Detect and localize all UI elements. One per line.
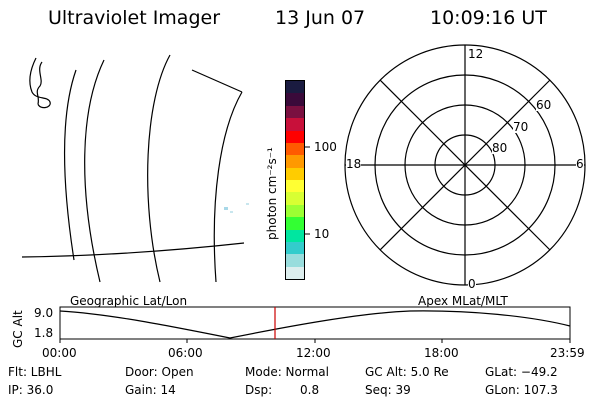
colorbar-band [286, 254, 304, 267]
instrument-title: Ultraviolet Imager [48, 7, 221, 29]
colorbar-band [286, 167, 304, 180]
polar-diagonal [379, 79, 551, 251]
colorbar-band [286, 81, 304, 94]
colorbar-band [286, 180, 304, 193]
aurora-speck [224, 207, 228, 210]
colorbar-band [286, 105, 304, 119]
colorbar-band [286, 241, 304, 255]
aurora-speck [246, 203, 249, 205]
timeline-x-tick: 00:00 [42, 346, 77, 360]
colorbar-band [286, 130, 304, 143]
filter-status: Flt: LBHL [8, 365, 62, 379]
colorbar-band [286, 93, 304, 106]
timeline-x-tick: 12:00 [296, 346, 331, 360]
meridian-line [84, 59, 105, 283]
seq-status: Seq: 39 [365, 383, 411, 397]
timeline-left-label: Geographic Lat/Lon [70, 294, 188, 308]
mode-status: Mode: Normal [245, 365, 329, 379]
timeline-frame [59, 306, 571, 340]
meridian-line [213, 91, 243, 283]
meridian-line [63, 69, 77, 261]
gain-status: Gain: 14 [125, 383, 176, 397]
dsp-label: Dsp: [245, 383, 273, 397]
time-label: 10:09:16 UT [430, 7, 547, 29]
colorbar-band [286, 155, 304, 168]
coastline [29, 57, 51, 109]
timeline-y-tick: 1.8 [34, 326, 54, 340]
colorbar [285, 80, 305, 280]
colorbar-bands [286, 81, 304, 279]
colorbar-band [286, 204, 304, 218]
timeline-x-tick: 18:00 [424, 346, 459, 360]
aurora-speck [230, 211, 233, 213]
mlat-label-60: 60 [536, 98, 552, 112]
timeline-x-tick: 23:59 [550, 346, 585, 360]
timeline-x-tick: 06:00 [168, 346, 203, 360]
meridian-line [191, 69, 243, 93]
ip-status: IP: 36.0 [8, 383, 54, 397]
mlat-label-80: 80 [492, 141, 508, 155]
colorbar-band [286, 192, 304, 205]
mlt-label-18: 18 [346, 157, 362, 171]
glon-status: GLon: 107.3 [485, 383, 558, 397]
gc-altitude-curve [59, 310, 571, 339]
colorbar-tick-10: 10 [314, 227, 330, 241]
meridian-line [147, 54, 171, 283]
colorbar-band [286, 217, 304, 230]
timeline-y-tick: 9.0 [34, 306, 54, 320]
colorbar-band [286, 118, 304, 131]
colorbar-band [286, 266, 304, 279]
mlt-label-0: 0 [468, 277, 476, 291]
door-status: Door: Open [125, 365, 194, 379]
latitude-line [21, 242, 245, 258]
date-label: 13 Jun 07 [275, 7, 366, 29]
gc-alt-status: GC Alt: 5.0 Re [365, 365, 449, 379]
colorbar-band [286, 142, 304, 156]
colorbar-band [286, 229, 304, 242]
glat-status: GLat: −49.2 [485, 365, 558, 379]
mlt-label-12: 12 [468, 47, 484, 61]
dsp-value: 0.8 [300, 383, 320, 397]
timeline-right-label: Apex MLat/MLT [418, 294, 508, 308]
mlat-label-70: 70 [513, 120, 529, 134]
mlt-label-6: 6 [576, 157, 584, 171]
colorbar-tick-100: 100 [314, 140, 337, 154]
